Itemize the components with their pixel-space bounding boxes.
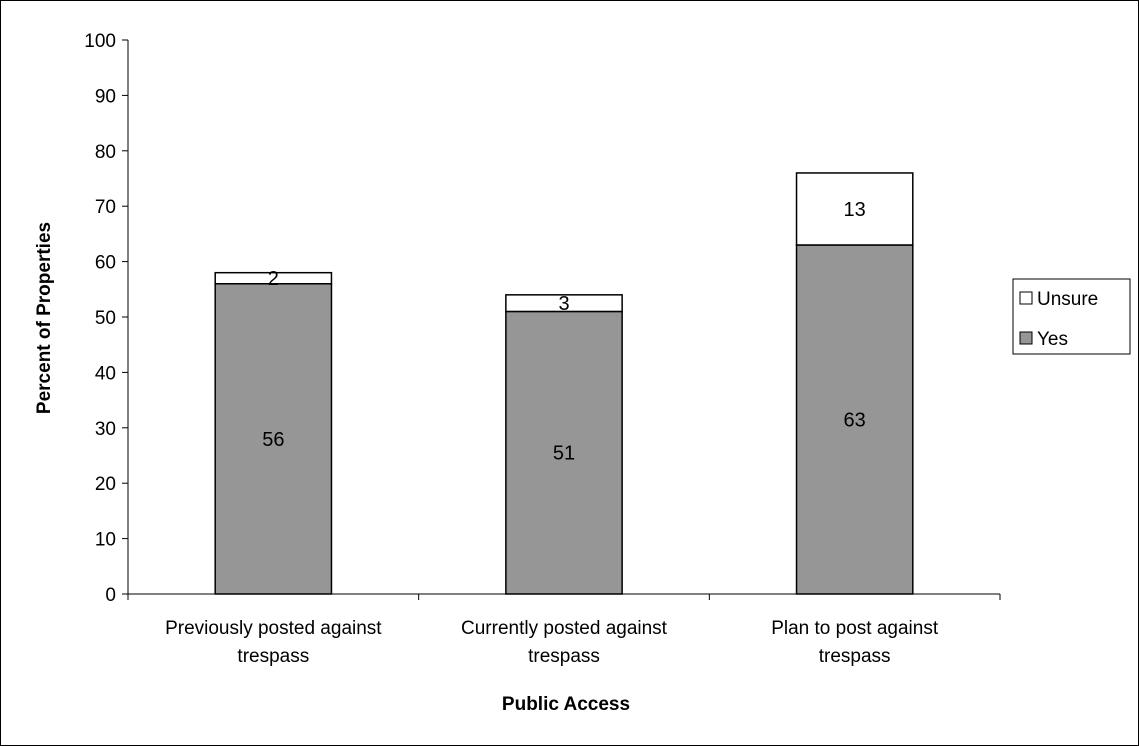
bar-yes [214,283,333,595]
data-label-yes: 56 [262,429,284,451]
data-label-unsure: 13 [844,199,866,221]
x-tick-label: Currently posted against trespass [461,618,668,667]
y-axis-title: Percent of Properties [34,222,55,414]
x-tick-label-line: trespass [819,646,891,667]
y-tick-label: 100 [84,31,116,52]
bar-unsure [795,172,914,246]
legend-swatch-yes [1019,331,1033,345]
bar-yes [505,310,623,595]
x-tick-label-line: Currently posted against [461,618,668,639]
y-tick-label: 0 [105,585,116,606]
legend-swatch-unsure [1019,291,1033,305]
data-label-yes: 63 [844,409,866,431]
x-tick-label: Previously posted against trespass [165,618,382,667]
y-tick-label: 80 [95,142,116,163]
data-label-unsure: 3 [558,293,569,315]
data-label-yes: 51 [553,443,575,465]
y-tick-label: 70 [95,197,116,218]
legend: Unsure Yes [1012,278,1131,355]
y-tick-label: 60 [95,253,116,274]
x-tick-label-line: Previously posted against [165,618,382,639]
x-tick-label-line: trespass [528,646,600,667]
y-tick-label: 30 [95,419,116,440]
bars [214,172,914,595]
legend-label-unsure: Unsure [1037,289,1098,310]
y-axis: 0 10 20 30 40 50 60 70 80 90 100 [84,31,129,606]
data-labels: 56 2 51 3 63 13 [262,199,866,465]
data-label-unsure: 2 [268,268,279,290]
x-tick-label-line: trespass [237,646,309,667]
x-tick-label: Plan to post against trespass [771,618,939,667]
y-tick-label: 90 [95,86,116,107]
bar-yes [795,244,914,595]
y-tick-label: 50 [95,308,116,329]
x-axis-title: Public Access [502,694,630,715]
bar-unsure [214,271,333,285]
y-tick-label: 40 [95,363,116,384]
legend-label-yes: Yes [1037,329,1068,350]
y-tick-label: 20 [95,474,116,495]
y-tick-label: 10 [95,530,116,551]
x-tick-label-line: Plan to post against [771,618,939,639]
bar-unsure [505,294,623,313]
